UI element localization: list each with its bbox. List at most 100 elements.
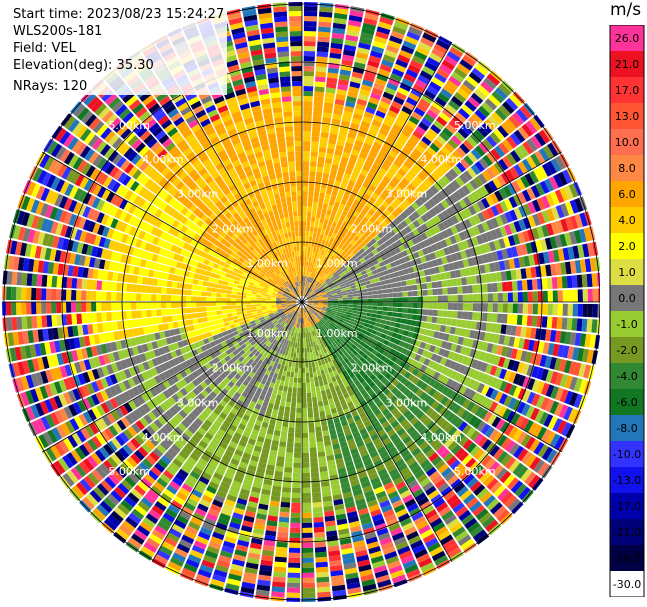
velocity-gate [242,224,249,231]
velocity-gate [355,269,361,275]
velocity-gate [194,354,202,362]
velocity-gate [211,302,217,307]
velocity-gate [206,545,220,555]
velocity-gate [146,342,154,351]
velocity-gate [294,293,299,298]
velocity-gate [241,483,252,491]
velocity-gate [281,260,286,266]
velocity-gate [263,351,269,358]
velocity-gate [384,49,398,59]
velocity-gate [189,252,196,260]
velocity-gate [169,528,182,539]
velocity-gate [278,267,283,273]
velocity-gate [145,439,156,451]
velocity-gate [212,315,218,321]
velocity-gate [276,307,282,310]
velocity-gate [426,57,440,68]
velocity-gate [182,256,189,264]
velocity-gate [283,116,293,122]
velocity-gate [281,321,286,326]
velocity-gate [250,412,258,420]
velocity-gate [136,373,145,383]
velocity-gate [220,223,227,231]
velocity-gate [231,294,237,299]
velocity-gate [350,232,357,240]
velocity-gate [196,262,203,269]
velocity-gate [239,266,245,272]
velocity-gate [286,196,292,203]
velocity-gate [123,213,132,224]
velocity-gate [231,226,238,234]
velocity-gate [282,294,288,297]
velocity-gate [287,268,291,274]
velocity-gate [270,147,279,155]
velocity-gate [282,106,292,112]
velocity-gate [98,106,111,120]
velocity-gate [177,101,189,112]
velocity-gate [191,434,201,444]
velocity-gate [337,84,348,91]
velocity-gate [292,304,297,307]
velocity-gate [188,119,199,129]
velocity-gate [158,382,167,392]
velocity-gate [466,276,473,285]
velocity-gate [285,312,290,316]
velocity-gate [98,333,106,344]
velocity-gate [272,356,277,363]
velocity-gate [91,368,100,380]
velocity-gate [203,338,210,345]
velocity-gate [205,104,217,114]
velocity-gate [323,102,334,109]
velocity-gate [495,203,504,215]
velocity-gate [380,145,390,154]
velocity-gate [79,230,88,242]
velocity-gate [302,271,304,276]
velocity-gate [260,27,274,34]
velocity-gate [289,21,302,27]
velocity-gate [251,348,258,355]
velocity-gate [293,294,298,299]
velocity-gate [302,246,305,252]
velocity-gate [234,230,242,238]
velocity-gate [106,312,112,322]
velocity-gate [417,263,424,271]
velocity-gate [256,156,265,163]
velocity-gate [147,277,153,286]
velocity-gate [366,234,374,242]
velocity-gate [296,276,299,282]
velocity-gate [189,356,197,365]
velocity-gate [308,236,313,242]
velocity-gate [278,56,290,63]
velocity-gate [291,303,297,306]
velocity-gate [162,180,172,191]
velocity-gate [250,332,257,338]
velocity-gate [120,253,128,264]
velocity-gate [274,270,280,276]
velocity-gate [360,32,374,41]
velocity-gate [245,266,251,272]
velocity-gate [235,427,244,435]
velocity-gate [499,213,509,225]
velocity-gate [53,460,66,475]
velocity-gate [171,416,181,426]
velocity-gate [587,288,593,302]
velocity-gate [115,361,124,371]
velocity-gate [451,135,462,146]
velocity-gate [246,443,255,450]
velocity-gate [441,209,451,219]
velocity-gate [271,377,277,384]
velocity-gate [154,246,161,255]
velocity-gate [234,359,241,366]
velocity-gate [455,176,465,187]
velocity-gate [438,164,448,175]
velocity-gate [219,458,230,467]
velocity-gate [127,274,134,283]
velocity-gate [69,227,78,240]
velocity-gate [584,258,592,273]
velocity-gate [476,234,484,245]
velocity-gate [306,281,309,287]
velocity-gate [292,305,298,309]
velocity-gate [232,176,241,184]
velocity-gate [242,71,254,79]
velocity-gate [374,277,381,283]
